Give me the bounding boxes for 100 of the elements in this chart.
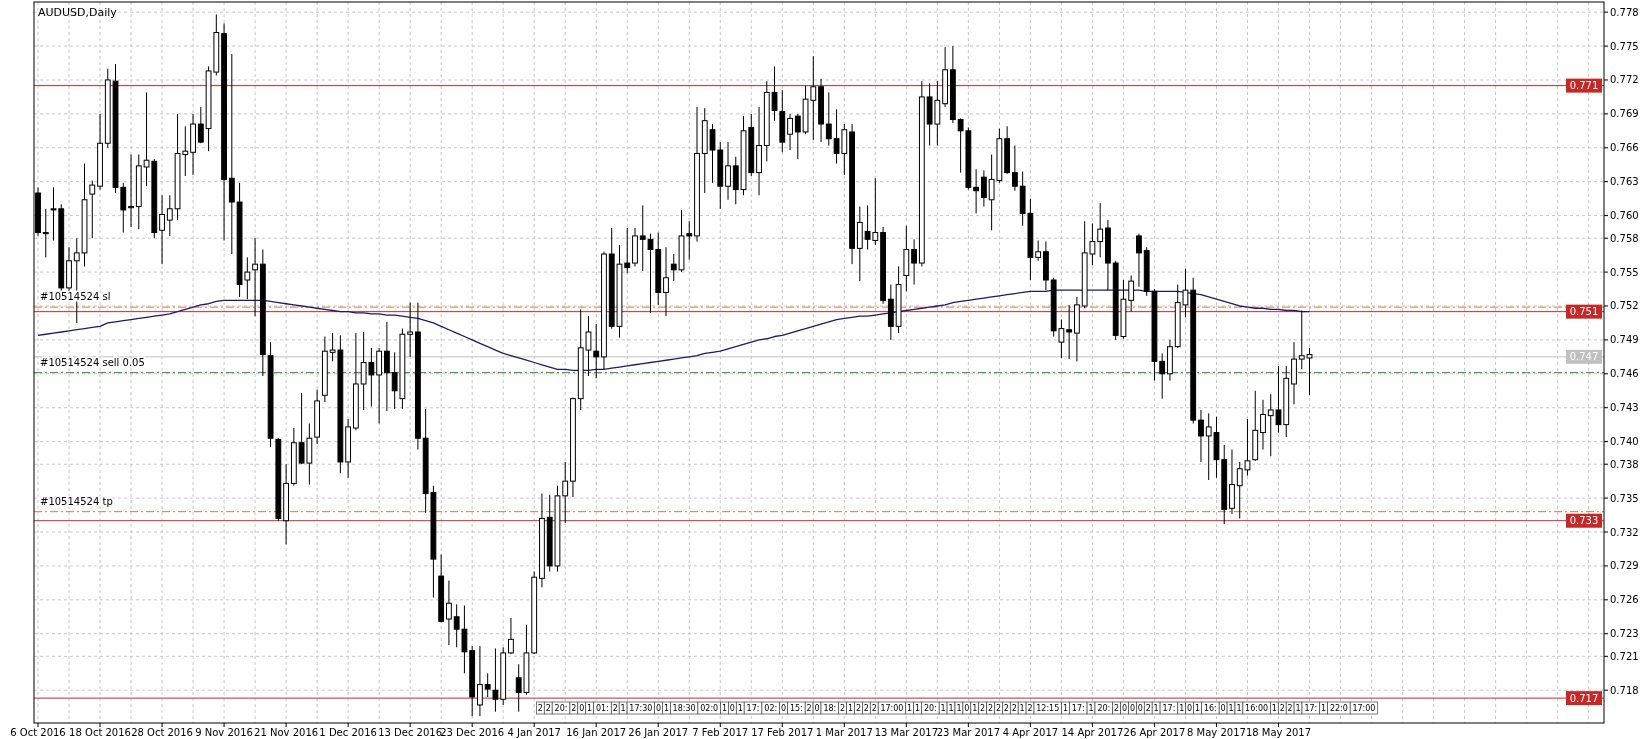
x-tick-label: 8 May 2017 — [1187, 727, 1246, 738]
annotation: 2 — [537, 704, 543, 713]
ref-line-label: #10514524 tp — [40, 495, 113, 507]
y-tick-label: 0.746 — [1610, 368, 1639, 380]
annotation: 1 — [620, 704, 626, 713]
candlestick — [407, 302, 414, 358]
y-tick-label: 0.760 — [1610, 210, 1639, 222]
annotation: 1 — [721, 704, 727, 713]
annotation: 1 — [1271, 704, 1277, 713]
x-tick-label: 16 Jan 2017 — [566, 727, 627, 738]
annotation: 20: — [923, 704, 937, 713]
annotation: 1 — [1019, 704, 1025, 713]
annotation: 1 — [948, 704, 954, 713]
candlestick — [1128, 274, 1135, 313]
candlestick — [42, 208, 49, 258]
annotation: 02: — [764, 704, 778, 713]
annotation: 1 — [1236, 704, 1242, 713]
annotation: 2 — [995, 704, 1001, 713]
annotation: 17: — [1304, 704, 1318, 713]
y-tick-label: 0.763 — [1610, 176, 1639, 188]
annotation: 18: — [823, 704, 837, 713]
candlestick — [508, 617, 514, 655]
annotation: 1 — [737, 704, 743, 713]
ref-line-label: #10514524 sell 0.05 — [40, 356, 145, 368]
annotation: 0 — [656, 704, 662, 713]
annotation: 17: — [1071, 704, 1085, 713]
annotation: 0 — [729, 704, 735, 713]
y-tick-label: 0.749 — [1610, 334, 1639, 346]
annotation: 17: — [746, 704, 760, 713]
annotation: 1 — [915, 704, 921, 713]
annotation: 0 — [1137, 704, 1143, 713]
x-tick-label: 4 Apr 2017 — [1002, 727, 1059, 738]
x-tick-label: 1 Mar 2017 — [815, 727, 873, 738]
candlestick — [376, 347, 383, 425]
annotation: 2 — [612, 704, 618, 713]
y-tick-label: 0.718 — [1610, 684, 1639, 696]
annotation: 0 — [579, 704, 585, 713]
x-tick-label: 26 Apr 2017 — [1123, 727, 1186, 738]
annotation: 2 — [806, 704, 812, 713]
annotation: 0 — [1187, 704, 1193, 713]
annotation: 1 — [1153, 704, 1159, 713]
annotation: 2 — [980, 704, 986, 713]
x-tick-label: 21 Nov 2016 — [254, 727, 319, 738]
candlestick — [477, 645, 483, 717]
annotation: 2 — [840, 704, 846, 713]
y-tick-label: 0.723 — [1610, 628, 1639, 640]
candlestick — [593, 323, 600, 379]
x-tick-label: 23 Mar 2017 — [936, 727, 1001, 738]
annotation: 1 — [1195, 704, 1201, 713]
x-tick-label: 28 Oct 2016 — [131, 727, 193, 738]
annotation: 1 — [848, 704, 854, 713]
annotation: 20: — [1097, 704, 1111, 713]
annotation: 16: — [1203, 704, 1217, 713]
text: 17:00 — [1352, 704, 1376, 713]
annotation: 1 — [1179, 704, 1185, 713]
annotation: 12:15 — [1036, 704, 1060, 713]
candlestick — [492, 647, 499, 713]
y-tick-label: 0.752 — [1610, 300, 1639, 312]
candlestick — [1136, 233, 1142, 288]
candlestick — [228, 53, 235, 255]
ref-line-label: 0.733 — [1569, 515, 1599, 527]
candlestick — [1035, 239, 1042, 262]
y-tick-label: 0.769 — [1610, 108, 1639, 120]
x-tick-label: 13 Mar 2017 — [874, 727, 939, 738]
x-tick-label: 9 Nov 2016 — [195, 727, 253, 738]
candlestick — [197, 106, 204, 144]
annotation: 0 — [964, 704, 970, 713]
candlestick — [980, 169, 987, 208]
annotation: 2 — [855, 704, 861, 713]
annotation: 1 — [972, 704, 978, 713]
annotation: 01: — [596, 704, 609, 713]
annotation: 0 — [781, 704, 787, 713]
annotation: 2 — [545, 704, 551, 713]
y-tick-label: 0.740 — [1610, 436, 1639, 448]
annotation: 1 — [940, 704, 946, 713]
candlestick — [725, 141, 731, 201]
annotation: 20: — [554, 704, 568, 713]
annotation: 0 — [1122, 704, 1128, 713]
annotation: 1 — [1088, 704, 1094, 713]
annotation: 2 — [1145, 704, 1151, 713]
annotation: 02:0 — [700, 704, 719, 713]
annotation: 2 — [871, 704, 877, 713]
ref-line-label: 0.747 — [1569, 351, 1599, 363]
annotation: 0 — [1129, 704, 1135, 713]
candlestick — [159, 194, 165, 265]
candlestick — [89, 180, 96, 239]
x-tick-label: 1 Dec 2016 — [319, 727, 377, 738]
y-tick-label: 0.766 — [1610, 142, 1639, 154]
candlestick — [1066, 304, 1073, 360]
x-tick-label: 18 Oct 2016 — [69, 727, 131, 738]
candlestick — [663, 246, 669, 317]
x-tick-label: 6 Oct 2016 — [10, 727, 66, 738]
annotation: 1 — [907, 704, 913, 713]
y-tick-label: 0.738 — [1610, 458, 1639, 470]
candlestick — [1198, 409, 1204, 463]
y-tick-label: 0.729 — [1610, 560, 1639, 572]
annotation: 2 — [1114, 704, 1120, 713]
candlestick — [484, 672, 491, 698]
annotation: 15: — [789, 704, 803, 713]
annotation: 2 — [1279, 704, 1285, 713]
